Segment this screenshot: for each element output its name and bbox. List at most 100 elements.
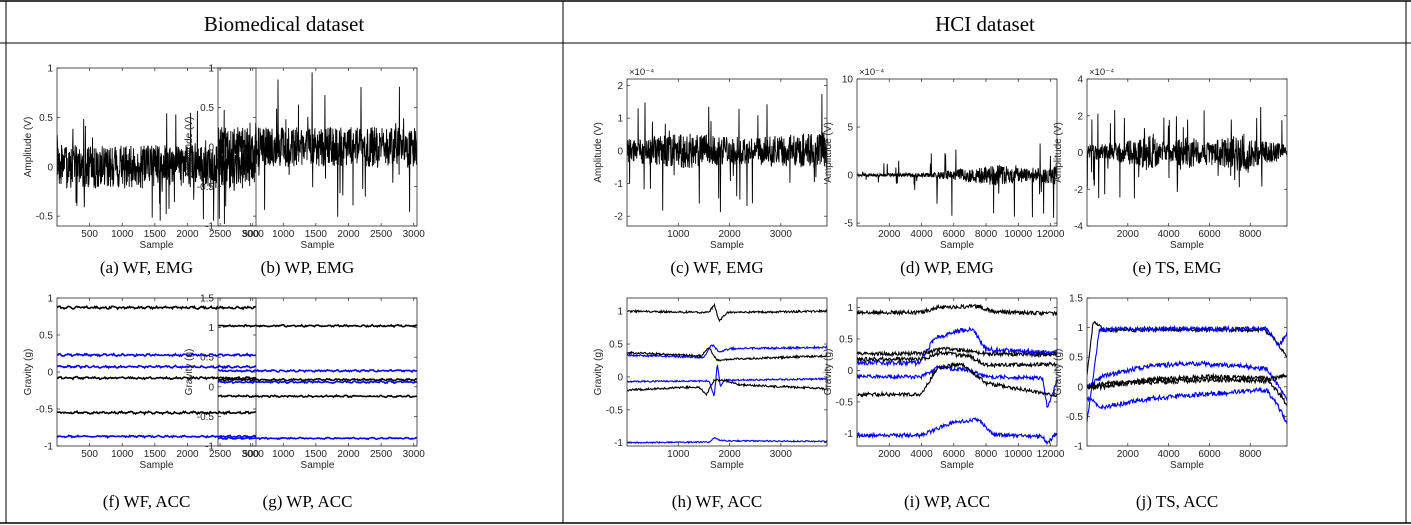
x-tick-label: 6000: [943, 229, 966, 240]
chart-e: 2000 4000 6000 8000 -4 -2 0 2 4 ×10⁻⁴ Sample Amplit…: [1053, 67, 1288, 277]
y-tick-label: -0.5: [36, 405, 54, 416]
y-tick-label: 1: [208, 64, 214, 75]
caption-a: (a) WF, EMG: [100, 258, 193, 277]
x-tick-label: 1000: [667, 449, 690, 460]
series-line: [857, 349, 1057, 369]
exponent-label: ×10⁻⁴: [859, 67, 884, 78]
x-tick-label: 500: [81, 449, 98, 460]
caption-e: (e) TS, EMG: [1133, 258, 1222, 277]
x-axis-label: Sample: [1170, 240, 1204, 251]
series-line: [627, 378, 827, 397]
x-tick-label: 500: [242, 449, 259, 460]
y-tick-label: 0.5: [200, 103, 214, 114]
x-tick-label: 500: [81, 229, 98, 240]
x-tick-label: 1000: [272, 449, 295, 460]
series-line: [218, 368, 417, 374]
x-tick-label: 2000: [1117, 449, 1140, 460]
chart-d: 2000 4000 6000 8000 10000 12000 -5 0 5 10 ×10⁻⁴ Sam…: [823, 67, 1065, 277]
plot-area: [57, 304, 256, 439]
y-tick-label: 0.5: [609, 340, 623, 351]
y-tick-label: 5: [847, 123, 853, 134]
x-axis-label: Sample: [1170, 460, 1204, 471]
x-tick-label: 1000: [111, 229, 134, 240]
y-tick-label: 1: [617, 307, 623, 318]
x-axis-label: Sample: [140, 460, 174, 471]
x-tick-label: 10000: [1004, 449, 1032, 460]
y-tick-label: 1: [47, 64, 53, 75]
x-tick-label: 1000: [111, 449, 134, 460]
x-axis-label: Sample: [710, 460, 744, 471]
y-axis-label: Gravity (g): [823, 349, 834, 396]
caption-b: (b) WP, EMG: [261, 258, 355, 277]
x-axis-label: Sample: [301, 240, 335, 251]
x-tick-label: 3000: [242, 449, 265, 460]
y-tick-label: 1: [617, 114, 623, 125]
series-line: [627, 436, 827, 445]
axes-box: [626, 297, 828, 447]
axes-box: [217, 297, 418, 447]
x-tick-label: 4000: [910, 449, 933, 460]
series-line: [57, 410, 256, 416]
x-tick-label: 2000: [718, 449, 741, 460]
x-tick-label: 500: [242, 229, 259, 240]
series-line: [1087, 324, 1287, 423]
chart-f: 500 1000 1500 2000 2500 3000-1-0.500.51Sample…: [23, 294, 264, 512]
y-axis-label: Gravity (g): [593, 349, 604, 396]
y-tick-label: -2: [614, 212, 623, 223]
series-line: [57, 375, 256, 381]
series-line: [1087, 372, 1287, 391]
y-tick-label: -0.5: [1066, 412, 1084, 423]
x-tick-label: 4000: [1158, 229, 1181, 240]
x-tick-label: 2000: [878, 229, 901, 240]
y-axis-label: Amplitude (V): [593, 122, 604, 183]
y-tick-label: -4: [1074, 222, 1083, 233]
series-line: [857, 361, 1057, 399]
caption-d: (d) WP, EMG: [900, 258, 994, 277]
y-tick-label: -1: [205, 442, 214, 453]
chart-i: 2000 4000 6000 8000 10000 12000 -1 -0.5 0 0.5 1 Sam…: [823, 297, 1065, 511]
y-tick-label: 0: [47, 368, 53, 379]
axes-box: [1086, 297, 1288, 447]
series-line: [57, 352, 256, 358]
x-tick-label: 6000: [1198, 449, 1221, 460]
y-tick-label: 1: [1077, 323, 1083, 334]
y-axis-label: Gravity (g): [184, 349, 195, 396]
y-tick-label: 0.5: [39, 331, 53, 342]
y-tick-label: -1: [1074, 442, 1083, 453]
y-tick-label: 0.5: [839, 334, 853, 345]
x-tick-label: 6000: [1198, 229, 1221, 240]
y-tick-label: 2: [617, 81, 623, 92]
x-tick-label: 10000: [1004, 229, 1032, 240]
series-line: [857, 416, 1057, 446]
axes-box: [856, 297, 1058, 447]
series-line: [627, 94, 827, 213]
x-tick-label: 3000: [770, 229, 793, 240]
x-tick-label: 3000: [403, 229, 426, 240]
plot-area: [627, 94, 827, 213]
series-line: [57, 364, 256, 370]
series-line: [218, 72, 417, 217]
y-tick-label: 1: [47, 294, 53, 305]
x-tick-label: 12000: [1037, 229, 1065, 240]
caption-h: (h) WF, ACC: [672, 492, 762, 511]
x-tick-label: 1500: [305, 229, 328, 240]
y-tick-label: -1: [614, 179, 623, 190]
plot-area: [627, 302, 827, 445]
x-tick-label: 3000: [770, 449, 793, 460]
y-tick-label: 1: [847, 303, 853, 314]
y-axis-label: Amplitude (V): [184, 117, 195, 178]
x-axis-label: Sample: [140, 240, 174, 251]
y-axis-label: Amplitude (V): [1053, 122, 1064, 183]
series-line: [627, 344, 827, 360]
x-tick-label: 12000: [1037, 449, 1065, 460]
y-tick-label: 1.5: [1069, 294, 1083, 305]
y-tick-label: 0: [1077, 382, 1083, 393]
plot-area: [218, 72, 417, 217]
y-tick-label: 10: [842, 75, 854, 86]
x-axis-label: Sample: [301, 460, 335, 471]
series-line: [218, 379, 417, 385]
x-tick-label: 8000: [975, 229, 998, 240]
y-tick-label: 1: [208, 323, 214, 334]
x-tick-label: 8000: [975, 449, 998, 460]
series-line: [57, 434, 256, 439]
